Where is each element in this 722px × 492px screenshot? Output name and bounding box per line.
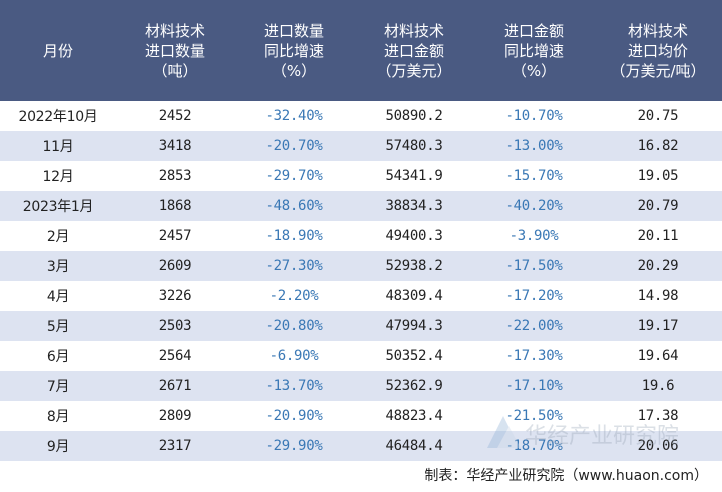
- cell-quantity-growth: -29.90%: [265, 438, 323, 454]
- cell-import-amount: 38834.3: [385, 198, 443, 214]
- cell-amount-growth: -15.70%: [505, 168, 563, 184]
- cell-amount-growth: -21.50%: [505, 408, 563, 424]
- table-header: 月份 材料技术 进口数量 （吨） 进口数量 同比增速 （%） 材料技术 进口金额…: [0, 0, 722, 101]
- cell-month: 12月: [42, 169, 74, 185]
- cell-import-amount: 50352.4: [385, 348, 443, 364]
- cell-avg-price: 14.98: [637, 288, 679, 304]
- cell-month: 4月: [46, 289, 70, 305]
- cell-quantity-growth: -48.60%: [265, 198, 323, 214]
- cell-quantity-growth: -20.70%: [265, 138, 323, 154]
- table-row: 2023年1月 1868 -48.60% 38834.3 -40.20% 20.79: [0, 191, 722, 221]
- cell-amount-growth: -22.00%: [505, 318, 563, 334]
- cell-import-amount: 48309.4: [385, 288, 443, 304]
- table-row: 7月 2671 -13.70% 52362.9 -17.10% 19.6: [0, 371, 722, 401]
- cell-amount-growth: -17.10%: [505, 378, 563, 394]
- cell-import-quantity: 2503: [158, 318, 192, 334]
- header-avg-price: 材料技术 进口均价 （万美元/吨）: [610, 21, 706, 80]
- cell-import-quantity: 2671: [158, 378, 192, 394]
- header-quantity-growth: 进口数量 同比增速 （%）: [263, 21, 324, 80]
- cell-import-amount: 49400.3: [385, 228, 443, 244]
- table-row: 2月 2457 -18.90% 49400.3 -3.90% 20.11: [0, 221, 722, 251]
- cell-month: 9月: [46, 439, 70, 455]
- table-row: 5月 2503 -20.80% 47994.3 -22.00% 19.17: [0, 311, 722, 341]
- cell-avg-price: 19.64: [637, 348, 679, 364]
- cell-month: 5月: [46, 319, 70, 335]
- cell-import-amount: 52938.2: [385, 258, 443, 274]
- table-row: 3月 2609 -27.30% 52938.2 -17.50% 20.29: [0, 251, 722, 281]
- cell-import-quantity: 2452: [158, 108, 192, 124]
- header-amount-growth: 进口金额 同比增速 （%）: [503, 21, 564, 80]
- cell-month: 7月: [46, 379, 70, 395]
- header-import-amount: 材料技术 进口金额 （万美元）: [376, 21, 452, 80]
- table-row: 2022年10月 2452 -32.40% 50890.2 -10.70% 20.75: [0, 101, 722, 131]
- cell-month: 2023年1月: [22, 199, 94, 215]
- cell-avg-price: 20.06: [637, 438, 679, 454]
- cell-month: 2022年10月: [18, 109, 98, 125]
- cell-quantity-growth: -2.20%: [269, 288, 319, 304]
- cell-quantity-growth: -13.70%: [265, 378, 323, 394]
- cell-quantity-growth: -32.40%: [265, 108, 323, 124]
- cell-amount-growth: -3.90%: [509, 228, 559, 244]
- cell-import-amount: 54341.9: [385, 168, 443, 184]
- cell-month: 8月: [46, 409, 70, 425]
- table-row: 9月 2317 -29.90% 46484.4 -18.70% 20.06: [0, 431, 722, 461]
- table-row: 11月 3418 -20.70% 57480.3 -13.00% 16.82: [0, 131, 722, 161]
- table-row: 8月 2809 -20.90% 48823.4 -21.50% 17.38: [0, 401, 722, 431]
- cell-amount-growth: -18.70%: [505, 438, 563, 454]
- table-row: 6月 2564 -6.90% 50352.4 -17.30% 19.64: [0, 341, 722, 371]
- cell-month: 11月: [42, 139, 74, 155]
- cell-import-amount: 57480.3: [385, 138, 443, 154]
- cell-quantity-growth: -6.90%: [269, 348, 319, 364]
- table-row: 12月 2853 -29.70% 54341.9 -15.70% 19.05: [0, 161, 722, 191]
- cell-import-quantity: 2809: [158, 408, 192, 424]
- header-import-quantity: 材料技术 进口数量 （吨）: [144, 21, 205, 80]
- cell-import-quantity: 2853: [158, 168, 192, 184]
- data-table: 月份 材料技术 进口数量 （吨） 进口数量 同比增速 （%） 材料技术 进口金额…: [0, 0, 722, 461]
- cell-import-amount: 50890.2: [385, 108, 443, 124]
- cell-import-quantity: 2457: [158, 228, 192, 244]
- cell-avg-price: 19.6: [641, 378, 675, 394]
- cell-import-quantity: 1868: [158, 198, 192, 214]
- cell-avg-price: 17.38: [637, 408, 679, 424]
- cell-quantity-growth: -20.80%: [265, 318, 323, 334]
- cell-import-quantity: 3418: [158, 138, 192, 154]
- table-body: 2022年10月 2452 -32.40% 50890.2 -10.70% 20.75 11…: [0, 101, 722, 461]
- cell-amount-growth: -10.70%: [505, 108, 563, 124]
- header-month: 月份: [42, 41, 73, 60]
- cell-month: 6月: [46, 349, 70, 365]
- cell-avg-price: 20.75: [637, 108, 679, 124]
- cell-avg-price: 20.29: [637, 258, 679, 274]
- cell-import-quantity: 2317: [158, 438, 192, 454]
- cell-import-amount: 52362.9: [385, 378, 443, 394]
- cell-avg-price: 16.82: [637, 138, 679, 154]
- cell-avg-price: 20.79: [637, 198, 679, 214]
- cell-amount-growth: -13.00%: [505, 138, 563, 154]
- cell-import-quantity: 3226: [158, 288, 192, 304]
- cell-quantity-growth: -18.90%: [265, 228, 323, 244]
- cell-avg-price: 19.17: [637, 318, 679, 334]
- cell-amount-growth: -40.20%: [505, 198, 563, 214]
- cell-month: 3月: [46, 259, 70, 275]
- cell-month: 2月: [46, 229, 70, 245]
- cell-import-amount: 47994.3: [385, 318, 443, 334]
- table-footer-source: 制表：华经产业研究院（www.huaon.com）: [424, 468, 708, 484]
- cell-amount-growth: -17.50%: [505, 258, 563, 274]
- cell-import-amount: 46484.4: [385, 438, 443, 454]
- cell-import-amount: 48823.4: [385, 408, 443, 424]
- cell-avg-price: 20.11: [637, 228, 679, 244]
- cell-amount-growth: -17.20%: [505, 288, 563, 304]
- cell-quantity-growth: -20.90%: [265, 408, 323, 424]
- cell-import-quantity: 2564: [158, 348, 192, 364]
- cell-quantity-growth: -27.30%: [265, 258, 323, 274]
- cell-amount-growth: -17.30%: [505, 348, 563, 364]
- cell-avg-price: 19.05: [637, 168, 679, 184]
- cell-import-quantity: 2609: [158, 258, 192, 274]
- table-row: 4月 3226 -2.20% 48309.4 -17.20% 14.98: [0, 281, 722, 311]
- cell-quantity-growth: -29.70%: [265, 168, 323, 184]
